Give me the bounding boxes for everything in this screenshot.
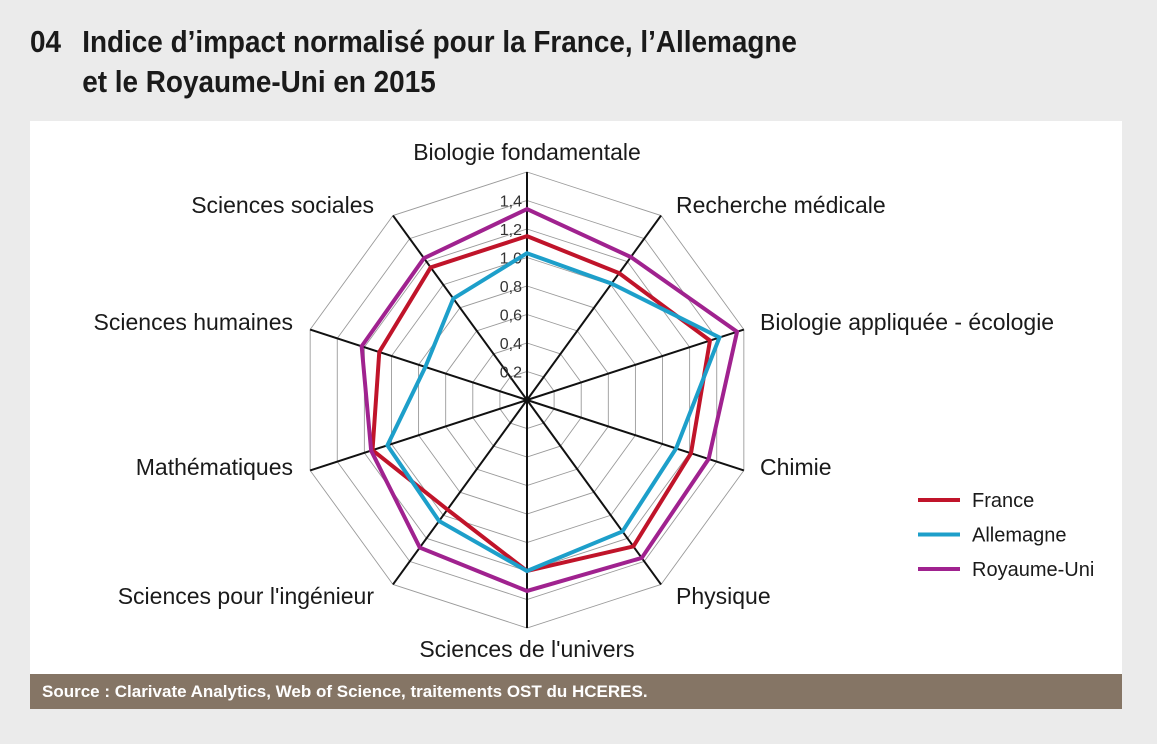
category-label: Sciences de l'univers <box>419 636 634 662</box>
tick-label: 1,4 <box>500 194 522 211</box>
axis-line <box>309 399 528 472</box>
axis-line <box>392 214 528 401</box>
legend-label: France <box>972 490 1034 512</box>
legend-label: Allemagne <box>972 525 1067 547</box>
chart-title: 04 Indice d’impact normalisé pour la Fran… <box>30 22 797 102</box>
title-line-2: et le Royaume-Uni en 2015 <box>82 64 436 99</box>
category-label: Sciences sociales <box>191 192 374 218</box>
series-line-royaume-uni <box>359 206 740 594</box>
tick-label: 0,8 <box>500 279 522 296</box>
title-line-1: Indice d’impact normalisé pour la France… <box>82 24 797 59</box>
axis-line <box>526 399 662 586</box>
category-label: Mathématiques <box>136 454 293 480</box>
tick-label: 1,2 <box>500 222 522 239</box>
category-label: Recherche médicale <box>676 192 886 218</box>
tick-label: 0,6 <box>500 308 522 325</box>
category-label: Sciences humaines <box>94 309 293 335</box>
source-note: Source : Clarivate Analytics, Web of Sci… <box>30 674 1122 709</box>
tick-label: 1,0 <box>500 251 522 268</box>
axis-line <box>309 328 528 401</box>
series-line-allemagne <box>385 251 722 574</box>
category-label: Sciences pour l'ingénieur <box>118 583 375 609</box>
axis-line <box>526 214 662 401</box>
category-label: Chimie <box>760 454 832 480</box>
figure-number: 04 <box>30 24 62 59</box>
category-label: Biologie fondamentale <box>413 139 641 165</box>
category-label: Physique <box>676 583 771 609</box>
tick-label: 0,2 <box>500 365 522 382</box>
axis-line <box>392 399 528 586</box>
tick-label: 0,4 <box>500 336 522 353</box>
legend-label: Royaume-Uni <box>972 559 1094 581</box>
chart-panel <box>30 121 1122 674</box>
category-label: Biologie appliquée - écologie <box>760 309 1054 335</box>
series-line-france <box>370 233 713 574</box>
